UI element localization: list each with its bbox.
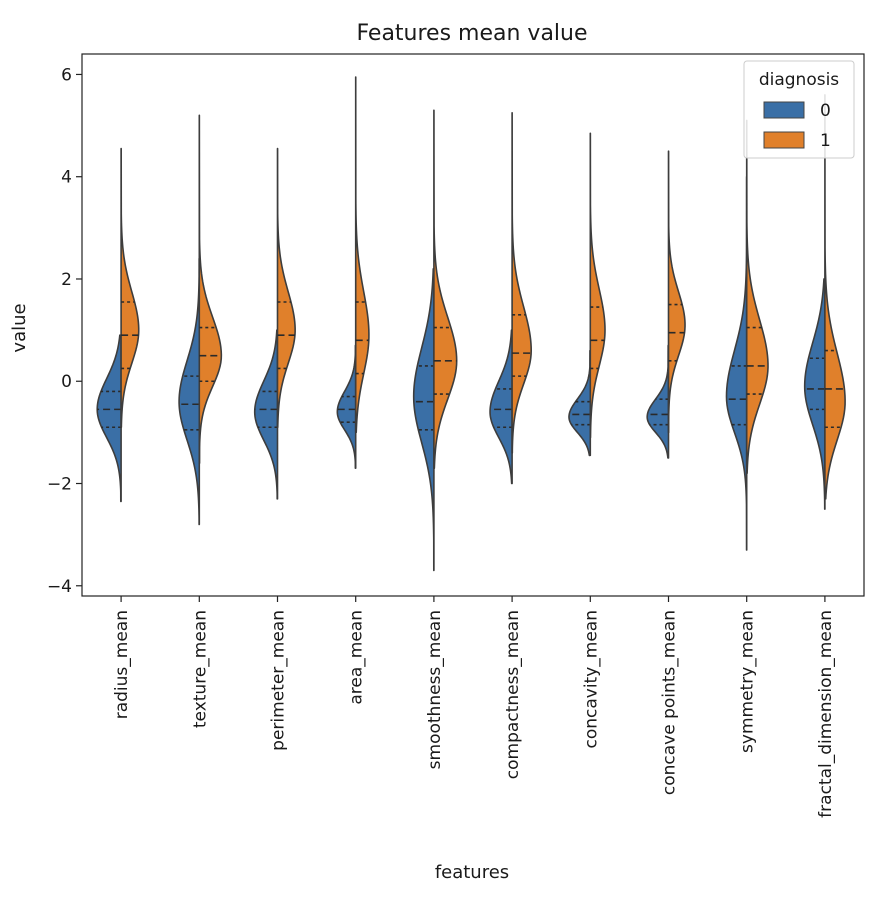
violin-smoothness_mean-diagnosis-1 (433, 109, 458, 469)
chart-title: Features mean value (356, 21, 587, 46)
x-tick-label-concave-points_mean: concave points_mean (660, 610, 680, 795)
x-tick-label-texture_mean: texture_mean (190, 610, 210, 728)
x-tick-label-concavity_mean: concavity_mean (581, 610, 601, 749)
y-tick-label-0: 6 (61, 65, 72, 85)
y-tick-label-1: 4 (61, 168, 72, 188)
violin-concavity_mean-diagnosis-1 (589, 132, 606, 439)
x-axis: radius_mean texture_mean perimeter_mean are… (112, 596, 836, 818)
y-tick-label-4: −2 (47, 475, 72, 495)
violin-concavity_mean-diagnosis-0 (568, 349, 592, 457)
violin-perimeter_mean-diagnosis-1 (276, 147, 296, 429)
legend-title: diagnosis (759, 70, 839, 90)
violin-compactness_mean-diagnosis-0 (489, 329, 513, 485)
violin-radius_mean-diagnosis-1 (120, 147, 140, 429)
plot-frame (81, 53, 865, 597)
violin-symmetry_mean-diagnosis-1 (745, 119, 769, 475)
violin-layer (96, 76, 846, 572)
y-axis-label: value (9, 303, 30, 352)
violin-concave-points_mean-diagnosis-1 (667, 150, 686, 434)
legend-label-0: 0 (820, 101, 831, 121)
legend-label-1: 1 (820, 131, 831, 151)
violin-radius_mean-diagnosis-0 (96, 334, 122, 503)
violin-concave-points_mean-diagnosis-0 (646, 344, 670, 459)
x-tick-label-smoothness_mean: smoothness_mean (425, 610, 445, 769)
y-tick-label-3: 0 (61, 372, 72, 392)
violin-symmetry_mean-diagnosis-0 (725, 175, 748, 551)
violin-smoothness_mean-diagnosis-0 (412, 267, 435, 572)
y-tick-label-2: 2 (61, 270, 72, 290)
violin-perimeter_mean-diagnosis-0 (253, 329, 279, 500)
x-tick-label-perimeter_mean: perimeter_mean (269, 610, 289, 751)
x-tick-label-compactness_mean: compactness_mean (503, 610, 523, 779)
violin-fractal_dimension_mean-diagnosis-0 (803, 278, 826, 510)
violin-texture_mean-diagnosis-1 (198, 114, 223, 464)
x-tick-label-symmetry_mean: symmetry_mean (738, 610, 758, 753)
legend: diagnosis 0 1 (743, 60, 855, 159)
x-axis-label: features (435, 862, 509, 883)
violin-area_mean-diagnosis-0 (336, 344, 357, 469)
y-axis: 6 4 2 0 −2 −4 (47, 65, 82, 597)
legend-swatch-0 (763, 101, 805, 119)
x-tick-label-area_mean: area_mean (347, 610, 367, 705)
violin-compactness_mean-diagnosis-1 (511, 112, 533, 454)
x-tick-label-fractal_dimension_mean: fractal_dimension_mean (816, 610, 836, 818)
legend-swatch-1 (763, 131, 805, 149)
violin-texture_mean-diagnosis-0 (178, 257, 201, 526)
violin-area_mean-diagnosis-1 (354, 76, 370, 434)
x-tick-label-radius_mean: radius_mean (112, 610, 132, 719)
y-tick-label-5: −4 (47, 577, 72, 597)
